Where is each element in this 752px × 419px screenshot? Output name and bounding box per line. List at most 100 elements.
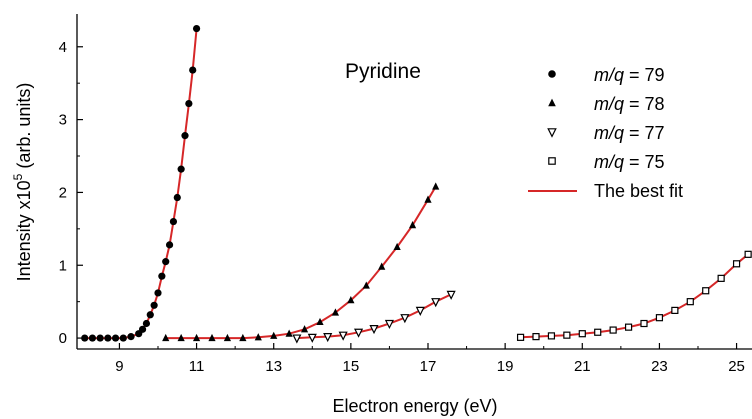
legend-label-italic: m/q (594, 65, 624, 85)
legend-label-3: m/q = 75 (594, 152, 665, 172)
data-point (223, 333, 232, 342)
data-point (432, 182, 440, 190)
axes (76, 14, 752, 350)
data-point (300, 325, 309, 333)
data-point (732, 260, 741, 268)
data-point (81, 334, 89, 342)
data-point (127, 333, 135, 341)
data-point (744, 250, 752, 258)
data-point (378, 262, 386, 270)
y-axis-title: Intensity x105 (arb. units) (11, 83, 34, 282)
data-point (177, 333, 185, 342)
data-point (400, 314, 410, 324)
data-point (154, 289, 162, 297)
data-markers (81, 24, 752, 344)
data-point (609, 326, 617, 334)
data-point (142, 319, 151, 328)
data-point (393, 242, 401, 251)
y-tick-label-2: 2 (59, 184, 67, 201)
data-point (185, 99, 193, 108)
data-point (594, 328, 602, 336)
x-tick-label-25: 25 (728, 358, 745, 375)
data-point (162, 258, 170, 266)
data-point (702, 287, 710, 295)
data-point (192, 24, 201, 33)
data-point (88, 334, 97, 342)
y-tick-label-0: 0 (59, 330, 67, 347)
data-point (254, 333, 262, 341)
data-point (547, 332, 556, 340)
data-point (686, 298, 694, 306)
fit-curve-series-1 (165, 186, 437, 340)
data-point (424, 195, 432, 203)
legend-label-1: m/q = 78 (594, 94, 665, 114)
y-tick-label-3: 3 (59, 112, 67, 129)
legend-label-rest: = 77 (624, 123, 665, 143)
data-point (331, 308, 340, 316)
data-point (671, 306, 679, 315)
legend-marker-2 (547, 128, 557, 138)
data-point (192, 333, 201, 342)
y-axis-title-main: Intensity x10 (14, 180, 34, 281)
legend-marker-0 (548, 70, 556, 78)
x-tick-label-23: 23 (651, 358, 668, 375)
data-point (717, 274, 725, 282)
legend-label-italic: m/q (594, 123, 624, 143)
data-point (384, 319, 394, 330)
data-point (169, 217, 178, 226)
data-point (104, 334, 112, 342)
x-tick-label-17: 17 (420, 358, 437, 375)
data-point (532, 333, 540, 341)
data-point (165, 241, 174, 249)
y-axis-title-exponent: 5 (11, 173, 25, 180)
data-point (640, 319, 648, 328)
legend-label-rest: = 79 (624, 65, 665, 85)
data-point (96, 334, 104, 342)
legend-label-rest: = 78 (624, 94, 665, 114)
fit-curve-series-0 (84, 28, 198, 340)
data-point (316, 317, 324, 326)
data-point (369, 325, 379, 335)
data-point (111, 334, 120, 342)
x-tick-label-11: 11 (189, 358, 205, 375)
data-point (408, 220, 417, 229)
x-tick-label-15: 15 (343, 358, 360, 375)
data-point (624, 323, 633, 331)
data-point (208, 333, 216, 342)
legend-marker-3 (548, 157, 556, 165)
data-point (292, 334, 302, 344)
legend-label-rest: = 75 (624, 152, 665, 172)
x-tick-label-9: 9 (115, 358, 123, 375)
data-point (146, 311, 154, 319)
data-point (347, 296, 355, 304)
x-tick-label-19: 19 (497, 358, 514, 375)
data-point (150, 301, 158, 309)
legend-label-italic: m/q (594, 94, 624, 114)
data-point (338, 331, 348, 341)
y-tick-label-1: 1 (59, 257, 67, 274)
data-point (189, 66, 197, 74)
data-point (655, 314, 664, 322)
data-point (119, 334, 127, 342)
y-axis-title-unit: (arb. units) (14, 83, 34, 174)
legend-marker-1 (548, 98, 556, 107)
x-tick-label-21: 21 (574, 358, 591, 375)
legend-label-2: m/q = 77 (594, 123, 665, 143)
data-point (177, 165, 185, 173)
data-point (181, 132, 189, 140)
legend-fit-label: The best fit (594, 181, 683, 201)
legend-label-italic: m/q (594, 152, 624, 172)
data-point (270, 331, 278, 339)
fit-curve-series-3 (520, 253, 749, 339)
data-point (446, 290, 456, 300)
data-point (239, 333, 247, 342)
data-point (307, 333, 317, 343)
data-point (138, 325, 147, 333)
data-point (173, 193, 181, 202)
data-point (516, 333, 525, 341)
data-point (431, 298, 441, 308)
x-axis-title: Electron energy (eV) (332, 396, 497, 416)
